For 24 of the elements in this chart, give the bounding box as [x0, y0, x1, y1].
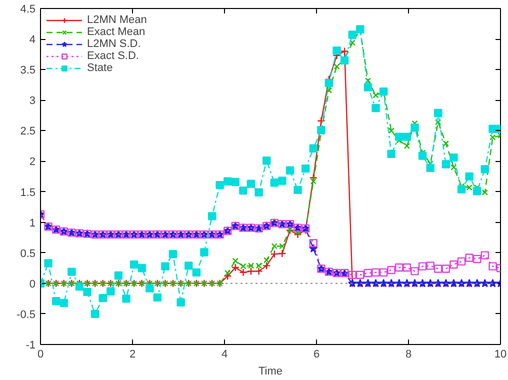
x-tick-label: 8	[405, 348, 412, 360]
y-tick-label: 2	[29, 156, 36, 168]
x-tick-label: 0	[37, 348, 44, 360]
x-tick-label: 10	[494, 348, 507, 360]
y-tick-label: -0.5	[16, 308, 36, 321]
x-tick-label: 6	[313, 348, 320, 360]
x-tick-label: 2	[129, 348, 136, 360]
x-tick-label: 4	[221, 348, 228, 360]
y-tick-label: 4	[29, 34, 36, 46]
y-tick-label: 3	[29, 95, 36, 108]
legend-label: State	[87, 62, 113, 74]
x-axis-title: Time	[258, 366, 283, 378]
y-tick-label: 2.5	[20, 126, 36, 138]
y-tick-label: 1.5	[20, 186, 36, 199]
y-tick-label: -1	[26, 340, 36, 352]
y-tick-label: 1	[29, 217, 36, 230]
legend-label: L2MN S.D.	[87, 38, 141, 50]
legend-label: L2MN Mean	[87, 14, 147, 26]
legend-label: Exact S.D.	[87, 50, 139, 62]
y-tick-label: 0	[29, 278, 36, 290]
y-tick-label: 4.5	[20, 4, 36, 16]
y-tick-label: 3.5	[20, 64, 36, 77]
legend-label: Exact Mean	[87, 26, 146, 38]
y-tick-label: 0.5	[20, 248, 36, 260]
